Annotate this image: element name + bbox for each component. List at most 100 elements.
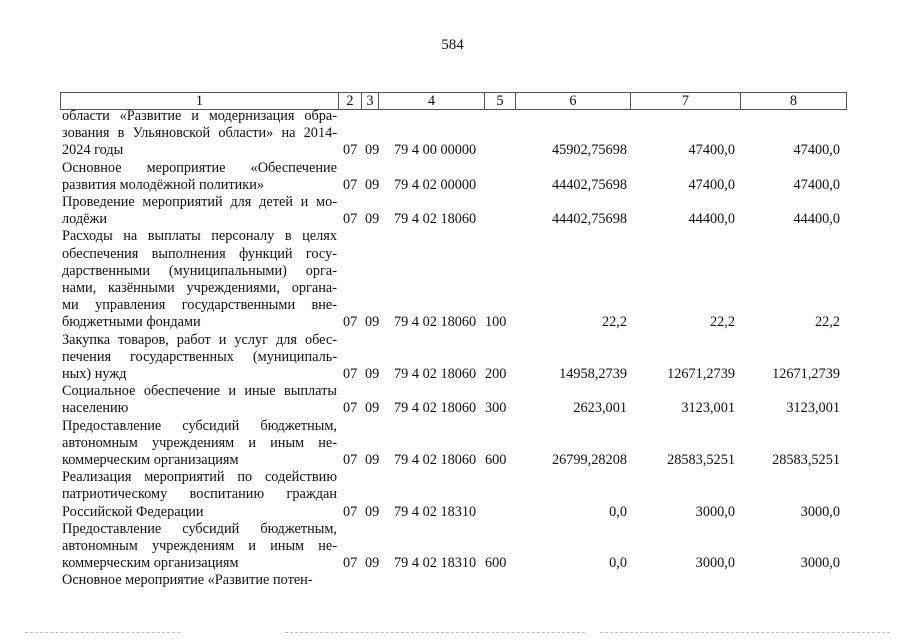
cell-c7: 47400,0: [688, 176, 735, 193]
cell-c3: 09: [365, 452, 380, 469]
header-col-8: 8: [789, 93, 798, 109]
cell-c4: 79 4 02 18060: [394, 452, 477, 469]
cell-c5: 100: [485, 314, 507, 331]
row-description: Основное мероприятие «Обеспечение развити…: [62, 160, 337, 194]
table-row: Предоставление субсидий бюджетным, автоно…: [62, 521, 840, 573]
cell-c4: 79 4 02 00000: [394, 176, 477, 193]
description-line: Социальное обеспечение и иные выплаты: [62, 383, 337, 400]
cell-c4: 79 4 02 18060: [394, 314, 477, 331]
row-description: Закупка товаров, работ и услуг для обес-…: [62, 332, 337, 384]
description-line: автономным учреждениям и иным не-: [62, 434, 337, 451]
description-line: дарственными (муниципальными) орга-: [62, 262, 337, 279]
cell-c8: 44400,0: [793, 211, 840, 228]
cell-c8: 3000,0: [800, 503, 840, 520]
description-line: развития молодёжной политики»: [62, 176, 265, 193]
cell-c7: 3000,0: [695, 503, 735, 520]
description-line: коммерческим организациям: [62, 555, 239, 572]
header-col-6: 6: [516, 93, 631, 109]
cell-c4: 79 4 02 18060: [394, 366, 477, 383]
description-line: 2024 годы: [62, 142, 124, 159]
table-body: области «Развитие и модернизация обра-зо…: [62, 108, 840, 590]
description-line: Расходы на выплаты персоналу в целях: [62, 228, 337, 245]
table-row: Реализация мероприятий по содействию патр…: [62, 469, 840, 521]
row-description: Расходы на выплаты персоналу в целях обес…: [62, 228, 337, 331]
cell-c8: 28583,5251: [772, 452, 840, 469]
description-line: нами, казёнными учреждениями, органа-: [62, 280, 337, 297]
cell-c5: 200: [485, 366, 507, 383]
cell-c7: 28583,5251: [667, 452, 735, 469]
table-row: Основное мероприятие «Развитие потен-: [62, 572, 840, 589]
row-description: Предоставление субсидий бюджетным, автоно…: [62, 418, 337, 470]
description-line: Закупка товаров, работ и услуг для обес-: [62, 331, 337, 348]
cell-c2: 07: [343, 555, 358, 572]
table-row: Проведение мероприятий для детей и мо-ло…: [62, 194, 840, 228]
scan-artifact-line: [25, 632, 180, 633]
cell-c3: 09: [365, 314, 380, 331]
cell-c2: 07: [343, 452, 358, 469]
cell-c4: 79 4 02 18310: [394, 555, 477, 572]
description-line: ми управления государственными вне-: [62, 297, 337, 314]
cell-c2: 07: [343, 142, 358, 159]
cell-c6: 0,0: [609, 503, 627, 520]
description-line: ных) нужд: [62, 366, 127, 383]
description-line: патриотическому воспитанию граждан: [62, 486, 337, 503]
table-row: области «Развитие и модернизация обра-зо…: [62, 108, 840, 160]
cell-c7: 22,2: [709, 314, 735, 331]
cell-c5: 600: [485, 452, 507, 469]
cell-c4: 79 4 02 18060: [394, 211, 477, 228]
description-line: Основное мероприятие «Обеспечение: [62, 159, 337, 176]
cell-c6: 26799,28208: [551, 452, 627, 469]
cell-c7: 3123,001: [681, 400, 735, 417]
row-description: Основное мероприятие «Развитие потен-: [62, 572, 337, 589]
cell-c8: 22,2: [814, 314, 840, 331]
row-description: Проведение мероприятий для детей и мо-ло…: [62, 194, 337, 228]
description-line: обеспечения выполнения функций госу-: [62, 245, 337, 262]
header-col-5: 5: [485, 93, 516, 109]
description-line: зования в Ульяновской области» на 2014-: [62, 125, 337, 142]
cell-c8: 47400,0: [793, 142, 840, 159]
cell-c8: 3123,001: [786, 400, 840, 417]
description-line: лодёжи: [62, 211, 108, 228]
table-row: Расходы на выплаты персоналу в целях обес…: [62, 228, 840, 331]
table-row: Социальное обеспечение и иные выплаты нас…: [62, 383, 840, 417]
description-line: печения государственных (муниципаль-: [62, 348, 337, 365]
row-description: области «Развитие и модернизация обра-зо…: [62, 108, 337, 160]
cell-c6: 44402,75698: [551, 176, 627, 193]
cell-c8: 47400,0: [793, 176, 840, 193]
cell-c2: 07: [343, 176, 358, 193]
cell-c8: 12671,2739: [772, 366, 840, 383]
cell-c3: 09: [365, 366, 380, 383]
description-line: Основное мероприятие «Развитие потен-: [62, 572, 313, 589]
cell-c7: 44400,0: [688, 211, 735, 228]
description-line: населению: [62, 400, 129, 417]
cell-c6: 45902,75698: [551, 142, 627, 159]
cell-c3: 09: [365, 503, 380, 520]
cell-c6: 2623,001: [573, 400, 627, 417]
description-line: Реализация мероприятий по содействию: [62, 469, 337, 486]
scan-artifact-line: [600, 632, 890, 633]
table-row: Основное мероприятие «Обеспечение развити…: [62, 160, 840, 194]
cell-c2: 07: [343, 503, 358, 520]
table-header: 1 2 3 4 5 6 7 8: [60, 92, 847, 110]
cell-c2: 07: [343, 211, 358, 228]
cell-c5: 600: [485, 555, 507, 572]
cell-c7: 47400,0: [688, 142, 735, 159]
cell-c2: 07: [343, 366, 358, 383]
row-description: Предоставление субсидий бюджетным, автоно…: [62, 521, 337, 573]
scan-artifact-line: [285, 632, 585, 633]
header-col-3: 3: [362, 93, 379, 109]
cell-c2: 07: [343, 314, 358, 331]
cell-c3: 09: [365, 211, 380, 228]
header-col-4: 4: [379, 93, 485, 109]
description-line: Предоставление субсидий бюджетным,: [62, 520, 337, 537]
table-row: Предоставление субсидий бюджетным, автоно…: [62, 418, 840, 470]
row-description: Социальное обеспечение и иные выплаты нас…: [62, 383, 337, 417]
row-description: Реализация мероприятий по содействию патр…: [62, 469, 337, 521]
description-line: Проведение мероприятий для детей и мо-: [62, 194, 337, 211]
description-line: коммерческим организациям: [62, 452, 239, 469]
header-col-2: 2: [339, 93, 362, 109]
cell-c4: 79 4 02 18060: [394, 400, 477, 417]
cell-c7: 12671,2739: [667, 366, 735, 383]
cell-c3: 09: [365, 555, 380, 572]
description-line: области «Развитие и модернизация обра-: [62, 108, 337, 124]
